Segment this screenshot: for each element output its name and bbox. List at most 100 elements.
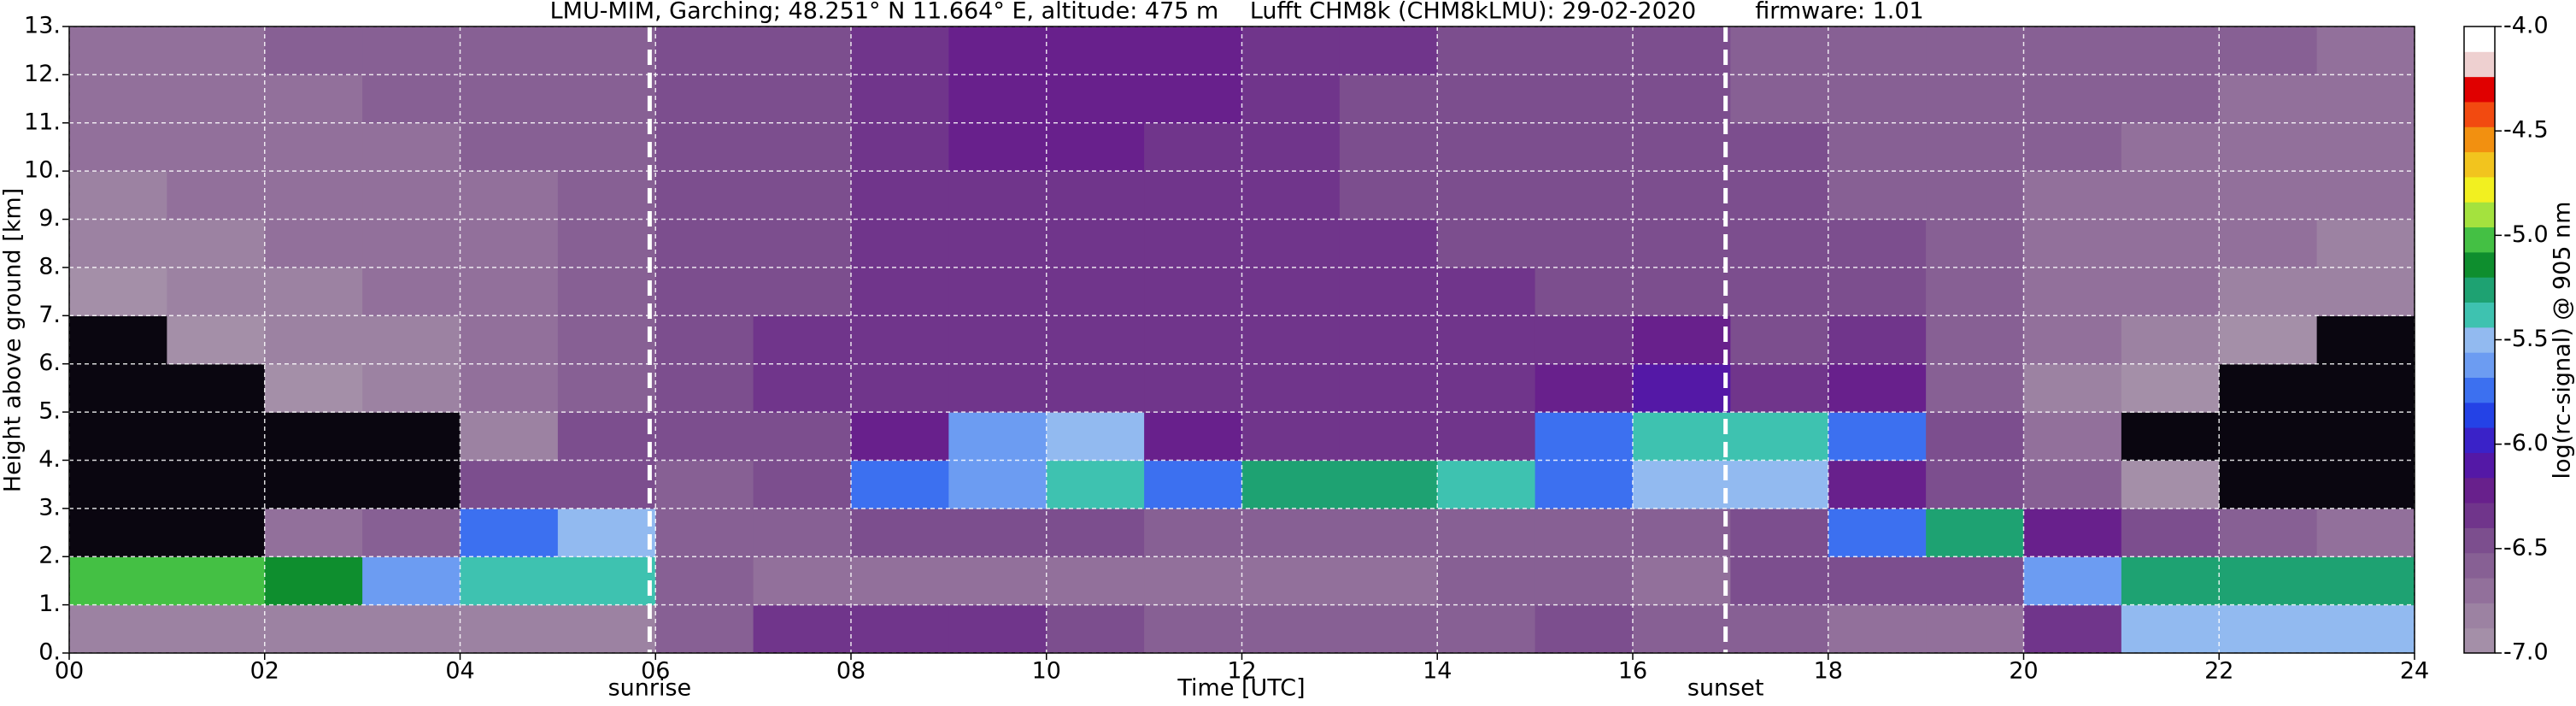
heatmap-cell <box>948 604 1047 654</box>
heatmap-cell <box>655 171 754 221</box>
heatmap-cell <box>1046 122 1145 172</box>
x-tick-label: 12 <box>1227 658 1256 685</box>
heatmap-cell <box>2023 315 2122 365</box>
heatmap-cell <box>557 412 656 462</box>
heatmap-cell <box>362 122 461 172</box>
colorbar-swatch <box>2464 101 2495 127</box>
heatmap-cell <box>1828 26 1927 75</box>
heatmap-cell <box>1241 74 1341 124</box>
heatmap-cell <box>1828 508 1927 557</box>
heatmap-cell <box>362 363 461 413</box>
colorbar-swatch <box>2464 503 2495 528</box>
heatmap-cell <box>1730 219 1829 268</box>
heatmap-cell <box>2219 267 2318 316</box>
heatmap-cell <box>264 604 363 654</box>
heatmap-cell <box>1633 26 1731 75</box>
heatmap-cell <box>557 508 656 557</box>
heatmap-cell <box>460 412 559 462</box>
heatmap-cell <box>557 122 656 172</box>
heatmap-cell <box>1926 171 2025 221</box>
y-tick-label: 0. <box>38 639 61 666</box>
colorbar-label: log(rc-signal) @ 905 nm <box>2550 202 2576 479</box>
heatmap-cell <box>264 122 363 172</box>
y-tick-label: 6. <box>38 350 61 376</box>
x-tick-label: 22 <box>2204 658 2233 685</box>
colorbar-tick-label: -7.0 <box>2503 639 2549 666</box>
heatmap-cell <box>655 508 754 557</box>
heatmap-cell <box>362 460 461 509</box>
heatmap-cell <box>1730 171 1829 221</box>
heatmap-cell <box>1437 122 1536 172</box>
heatmap-cell <box>1437 412 1536 462</box>
colorbar-swatch <box>2464 26 2495 52</box>
heatmap-cell <box>2219 219 2318 268</box>
heatmap-cell <box>851 460 949 509</box>
x-tick-label: 02 <box>250 658 279 685</box>
heatmap-cell <box>1437 460 1536 509</box>
x-tick-label: 24 <box>2400 658 2429 685</box>
heatmap-cell <box>2316 122 2415 172</box>
heatmap-cell <box>1828 556 1927 606</box>
heatmap-cell <box>655 460 754 509</box>
heatmap-cell <box>948 219 1047 268</box>
heatmap-cell <box>948 556 1047 606</box>
heatmap-cell <box>1534 171 1634 221</box>
heatmap-cell <box>1926 74 2025 124</box>
heatmap-cell <box>460 556 559 606</box>
heatmap-cell <box>851 508 949 557</box>
heatmap-cell <box>1828 267 1927 316</box>
heatmap-cell <box>851 412 949 462</box>
colorbar-swatch <box>2464 427 2495 453</box>
heatmap-cell <box>1339 122 1438 172</box>
heatmap-cell <box>362 74 461 124</box>
heatmap-cell <box>362 315 461 365</box>
y-axis-label: Height above ground [km] <box>0 188 26 492</box>
heatmap-cell <box>1046 556 1145 606</box>
heatmap-cell <box>1437 26 1536 75</box>
heatmap-cell <box>2023 508 2122 557</box>
heatmap-cell <box>1633 556 1731 606</box>
heatmap-cell <box>753 556 852 606</box>
heatmap-cell <box>2023 363 2122 413</box>
heatmap-cell <box>1241 363 1341 413</box>
heatmap-cell <box>1339 219 1438 268</box>
heatmap-cell <box>264 460 363 509</box>
heatmap-cell <box>1437 508 1536 557</box>
annotation-label: sunrise <box>608 675 692 702</box>
colorbar-tick-label: -6.0 <box>2503 430 2549 456</box>
y-tick-label: 2. <box>38 543 61 569</box>
colorbar-swatch <box>2464 126 2495 153</box>
x-axis-label: Time [UTC] <box>1177 675 1305 702</box>
y-tick-label: 1. <box>38 591 61 617</box>
heatmap-cell <box>1437 556 1536 606</box>
heatmap-cell <box>1828 363 1927 413</box>
heatmap-cell <box>362 26 461 75</box>
heatmap-cell <box>2023 26 2122 75</box>
heatmap-cell <box>2219 412 2318 462</box>
heatmap-cell <box>753 604 852 654</box>
heatmap-cell <box>460 122 559 172</box>
heatmap-cell <box>753 412 852 462</box>
heatmap-cell <box>1241 171 1341 221</box>
heatmap-cell <box>948 171 1047 221</box>
heatmap-cell <box>557 267 656 316</box>
heatmap-cell <box>69 219 167 268</box>
heatmap-cell <box>557 74 656 124</box>
heatmap-cell <box>2121 556 2220 606</box>
colorbar-swatch <box>2464 527 2495 554</box>
heatmap-cell <box>2121 508 2220 557</box>
heatmap-cell <box>167 267 266 316</box>
heatmap-cell <box>264 267 363 316</box>
heatmap-cell <box>1339 412 1438 462</box>
heatmap-cell <box>1241 122 1341 172</box>
heatmap-cell <box>1241 315 1341 365</box>
heatmap-cell <box>2316 219 2415 268</box>
heatmap-cell <box>1828 604 1927 654</box>
heatmap-cell <box>264 556 363 606</box>
colorbar-tick-label: -4.5 <box>2503 117 2549 144</box>
heatmap-cell <box>1046 412 1145 462</box>
heatmap-cell <box>1339 74 1438 124</box>
y-tick-label: 11. <box>24 109 61 135</box>
heatmap-cell <box>1730 508 1829 557</box>
heatmap-cell <box>1534 74 1634 124</box>
